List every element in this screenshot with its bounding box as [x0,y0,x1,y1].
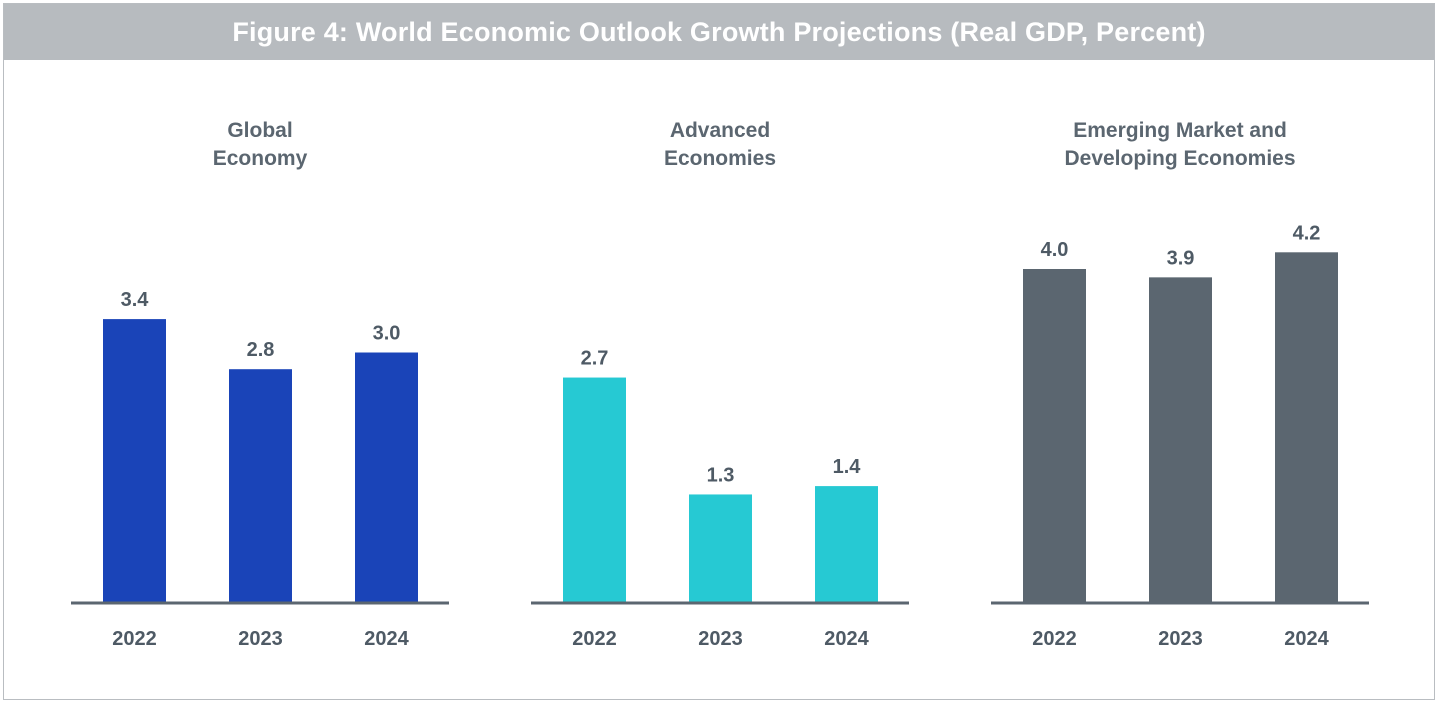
bar [1023,269,1086,603]
bar [689,494,752,603]
bar [563,377,626,603]
panel-title-line: Economies [664,147,776,170]
data-label: 4.2 [1293,222,1321,244]
data-label: 3.0 [373,323,401,345]
figure-container: Figure 4: World Economic Outlook Growth … [3,3,1435,700]
x-tick-label: 2023 [1158,628,1203,650]
bar [815,486,878,603]
data-label: 4.0 [1041,239,1069,261]
data-label: 3.4 [121,289,150,311]
data-label: 1.3 [707,464,735,486]
x-tick-label: 2024 [824,628,869,650]
bar [103,319,166,603]
bar [1149,277,1212,603]
x-tick-label: 2022 [112,628,157,650]
x-tick-label: 2023 [238,628,283,650]
x-tick-label: 2022 [1032,628,1077,650]
data-label: 1.4 [833,456,862,478]
data-label: 3.9 [1167,247,1195,269]
x-tick-label: 2022 [572,628,617,650]
x-tick-label: 2023 [698,628,743,650]
panel-title-line: Developing Economies [1064,147,1295,170]
bar [355,352,418,603]
bar [229,369,292,603]
bar [1275,252,1338,604]
data-label: 2.8 [247,339,275,361]
figure-title: Figure 4: World Economic Outlook Growth … [4,4,1434,60]
data-label: 2.7 [581,348,609,370]
x-tick-label: 2024 [364,628,409,650]
bar-charts: Global Economy 3.4 2022 2.8 2023 3.0 2024 Advanc… [71,119,1369,650]
panel-title-line: Global [227,119,292,142]
x-tick-label: 2024 [1284,628,1329,650]
panel-title-line: Advanced [670,119,770,142]
panel-title-line: Economy [213,147,308,170]
panel-title-line: Emerging Market and [1073,119,1287,142]
